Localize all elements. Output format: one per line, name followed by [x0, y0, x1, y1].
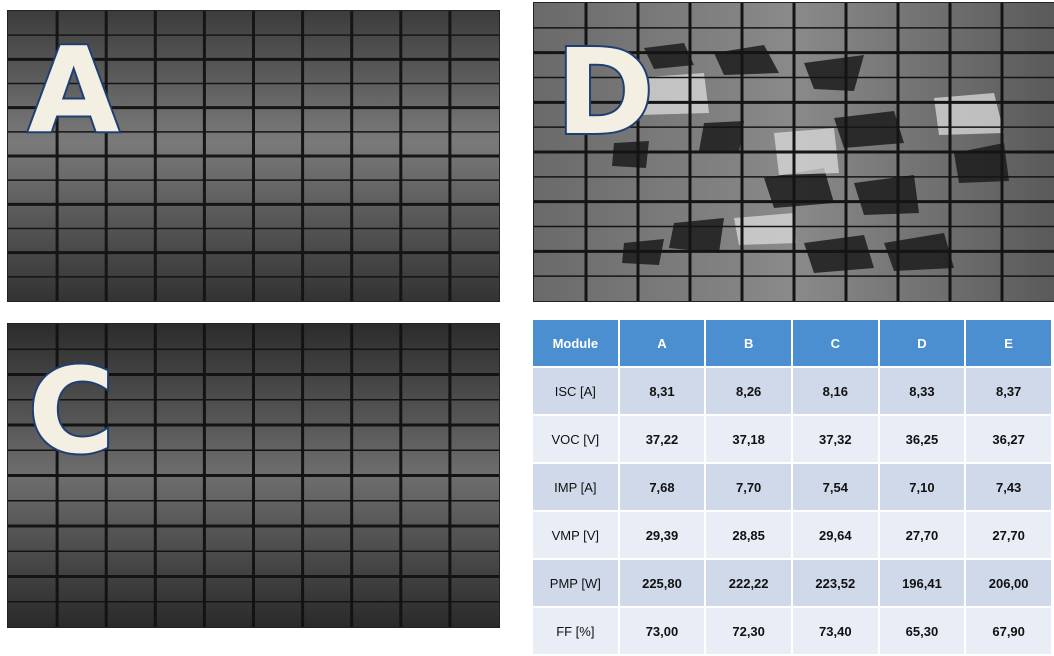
row-label: ISC [A]	[533, 368, 618, 414]
table-cell: 196,41	[879, 560, 965, 606]
table-cell: 73,00	[619, 608, 705, 654]
table-cell: 37,22	[619, 416, 705, 462]
table-cell: 8,37	[966, 368, 1051, 414]
table-cell: 37,18	[706, 416, 791, 462]
table-header-module: Module	[533, 320, 618, 366]
table-cell: 7,70	[706, 464, 791, 510]
row-label: FF [%]	[533, 608, 618, 654]
table-row-vmp: VMP [V] 29,39 28,85 29,64 27,70 27,70	[533, 512, 1051, 558]
table-cell: 27,70	[966, 512, 1051, 558]
table-cell: 7,10	[879, 464, 965, 510]
table-row-imp: IMP [A] 7,68 7,70 7,54 7,10 7,43	[533, 464, 1051, 510]
module-c-el-image: C	[7, 323, 500, 628]
table-cell: 8,31	[619, 368, 705, 414]
table-header-b: B	[706, 320, 791, 366]
table-cell: 7,43	[966, 464, 1051, 510]
module-d-image	[534, 3, 1054, 301]
table-row-isc: ISC [A] 8,31 8,26 8,16 8,33 8,37	[533, 368, 1051, 414]
module-d-el-image: D	[533, 2, 1054, 302]
row-label: VOC [V]	[533, 416, 618, 462]
table-cell: 225,80	[619, 560, 705, 606]
table-cell: 67,90	[966, 608, 1051, 654]
table-header-row: Module A B C D E	[533, 320, 1051, 366]
table-cell: 65,30	[879, 608, 965, 654]
table-cell: 8,16	[792, 368, 878, 414]
row-label: PMP [W]	[533, 560, 618, 606]
table-cell: 8,26	[706, 368, 791, 414]
table-cell: 27,70	[879, 512, 965, 558]
table-cell: 222,22	[706, 560, 791, 606]
table-cell: 72,30	[706, 608, 791, 654]
table-cell: 28,85	[706, 512, 791, 558]
table-row-voc: VOC [V] 37,22 37,18 37,32 36,25 36,27	[533, 416, 1051, 462]
table-cell: 36,27	[966, 416, 1051, 462]
table-header-e: E	[966, 320, 1051, 366]
table-cell: 29,39	[619, 512, 705, 558]
table-cell: 7,54	[792, 464, 878, 510]
row-label: IMP [A]	[533, 464, 618, 510]
table-header-c: C	[792, 320, 878, 366]
table-cell: 37,32	[792, 416, 878, 462]
row-label: VMP [V]	[533, 512, 618, 558]
module-results-table: Module A B C D E ISC [A] 8,31 8,26 8,16 …	[531, 318, 1053, 656]
table-cell: 73,40	[792, 608, 878, 654]
table-cell: 206,00	[966, 560, 1051, 606]
module-a-el-image: A	[7, 10, 500, 302]
table-cell: 7,68	[619, 464, 705, 510]
table-cell: 29,64	[792, 512, 878, 558]
table-header-a: A	[619, 320, 705, 366]
table-cell: 8,33	[879, 368, 965, 414]
table-row-ff: FF [%] 73,00 72,30 73,40 65,30 67,90	[533, 608, 1051, 654]
module-c-image	[8, 324, 499, 627]
table-cell: 36,25	[879, 416, 965, 462]
table-header-d: D	[879, 320, 965, 366]
module-a-image	[8, 11, 499, 301]
table-row-pmp: PMP [W] 225,80 222,22 223,52 196,41 206,…	[533, 560, 1051, 606]
table-cell: 223,52	[792, 560, 878, 606]
